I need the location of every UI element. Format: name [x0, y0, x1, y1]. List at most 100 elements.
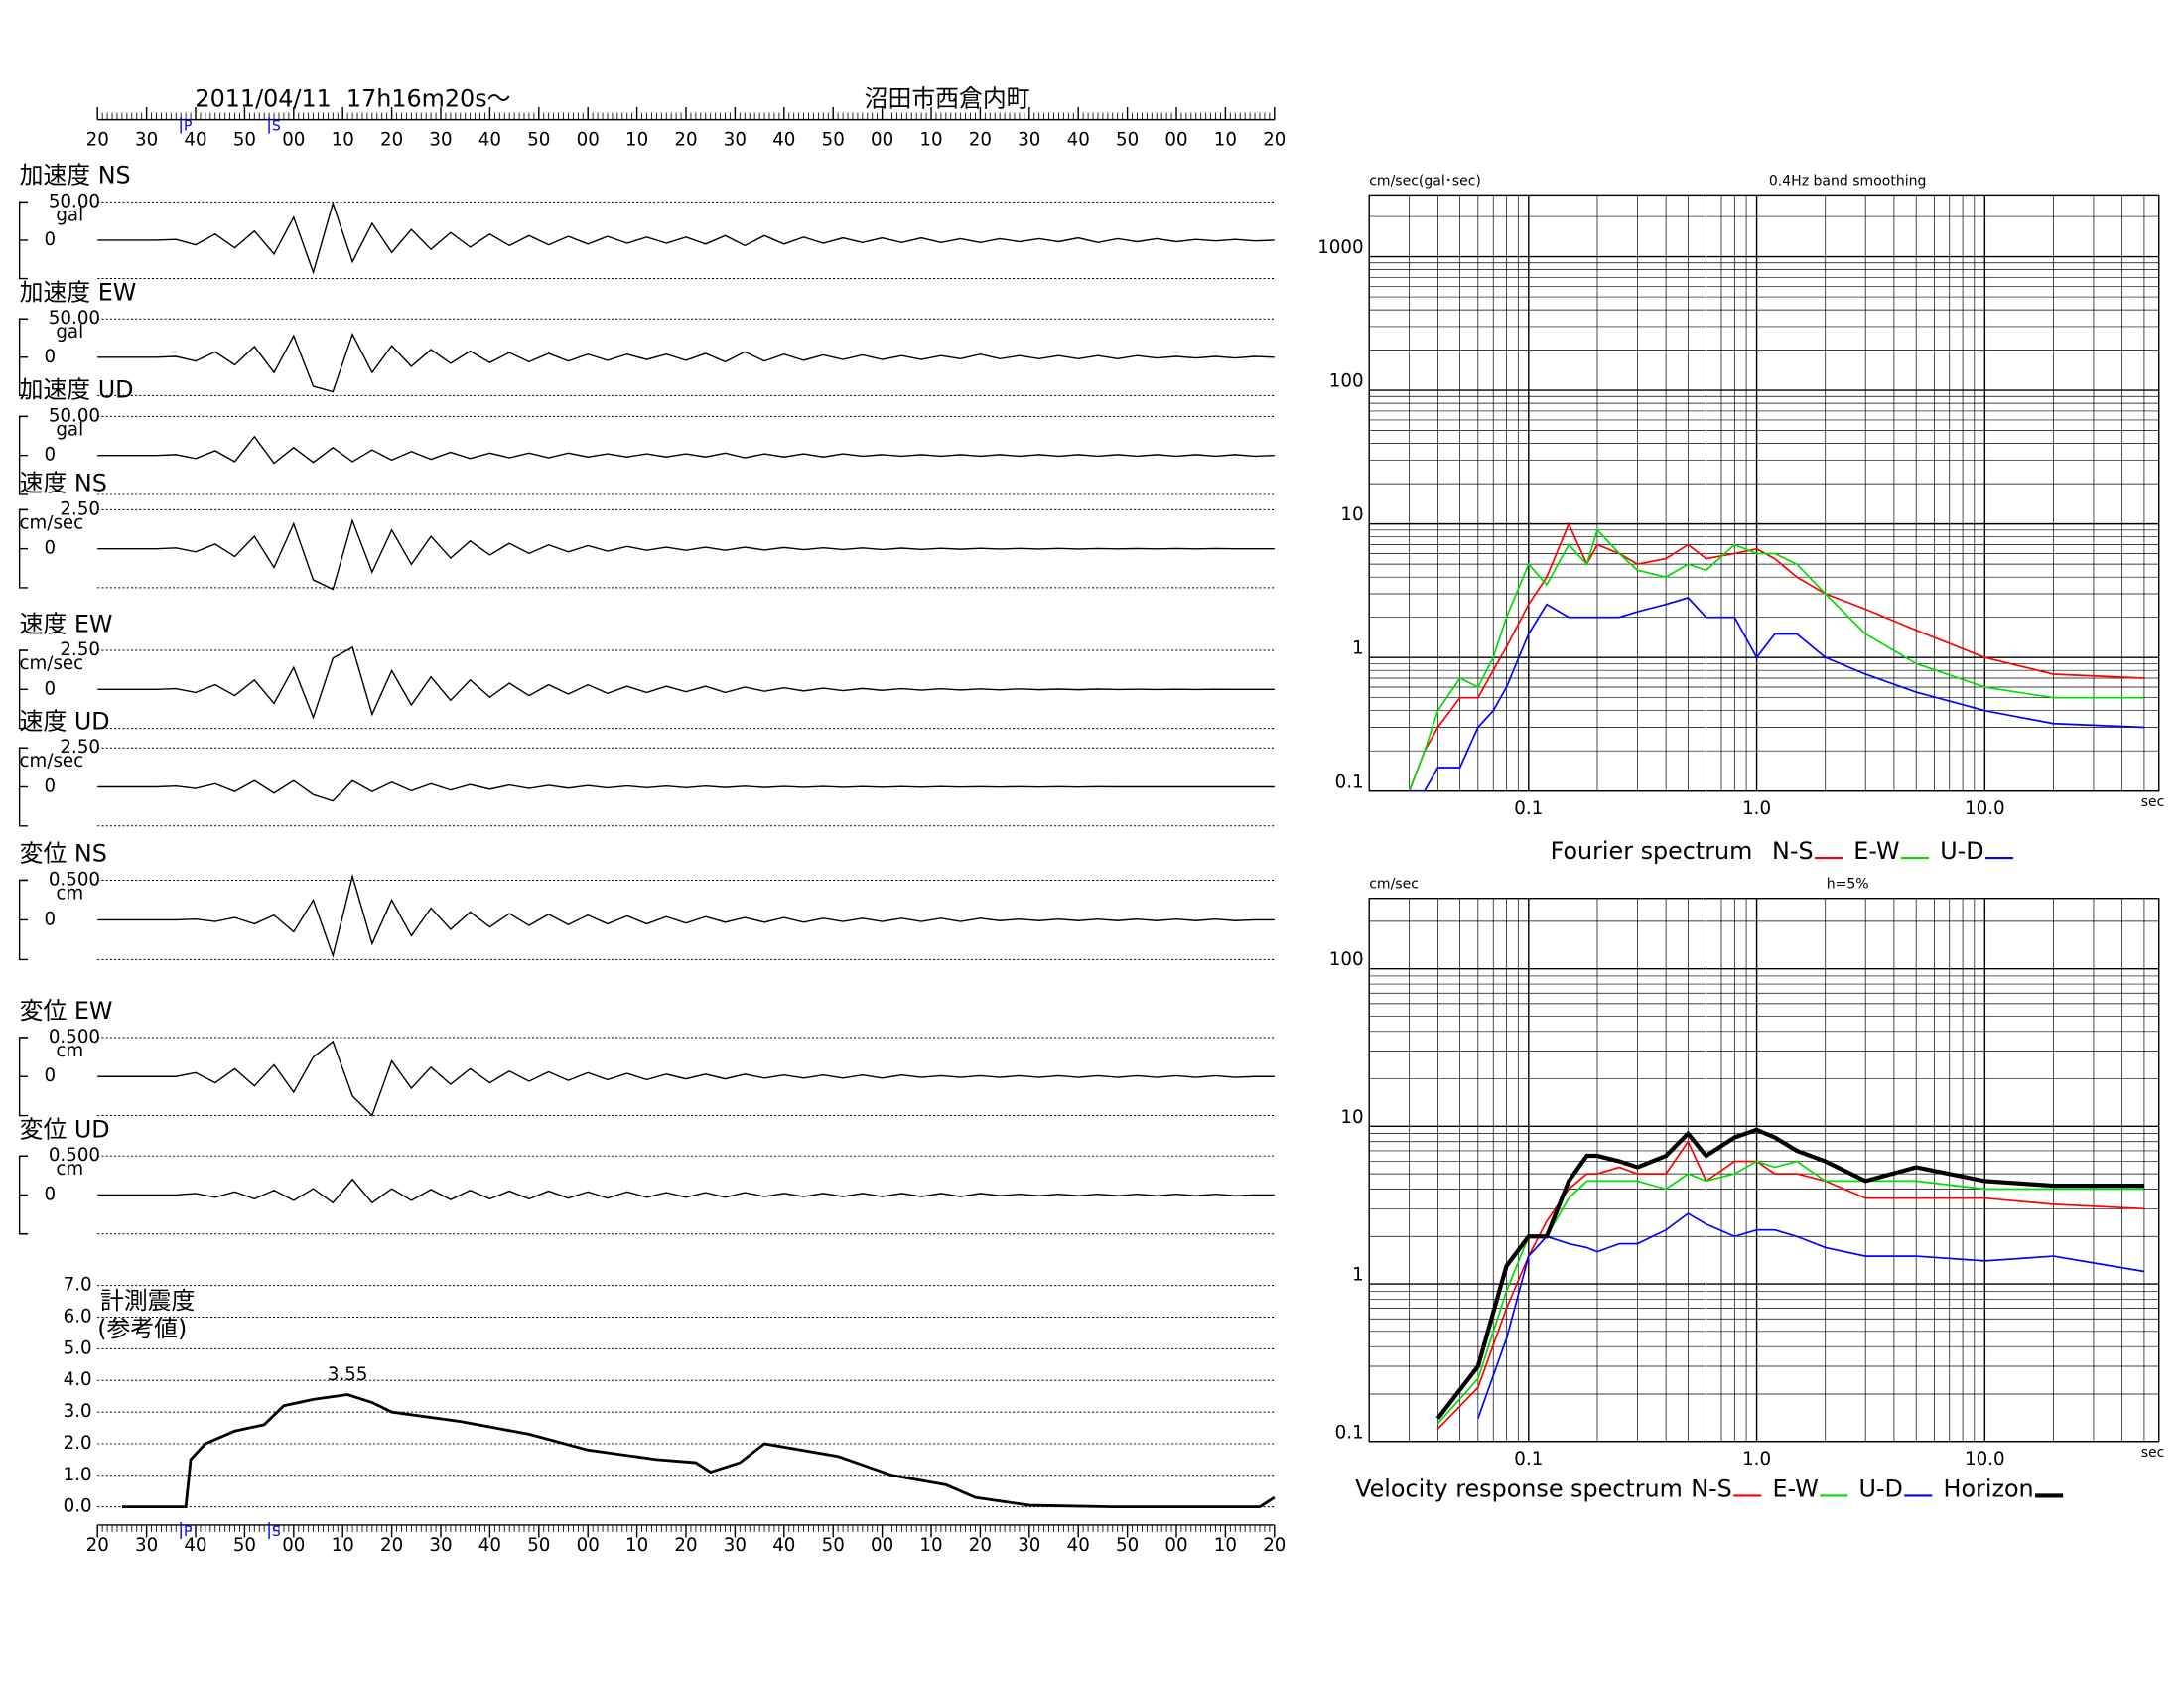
y-tick-label: 10	[1340, 1107, 1363, 1128]
phase-label: P	[184, 119, 192, 135]
x-tick-label: 20	[380, 1535, 403, 1556]
x-tick-label: 50	[822, 1535, 845, 1556]
y-tick-label: 0.1	[1335, 772, 1364, 792]
x-tick-label: 00	[871, 1535, 893, 1556]
x-tick-label: 40	[184, 130, 206, 151]
y-tick-label: 1	[1352, 638, 1364, 659]
trace-unit: cm/sec	[20, 512, 84, 533]
waveform	[97, 1178, 1275, 1204]
phase-label: S	[272, 119, 281, 135]
x-tick-label: 10	[919, 130, 942, 151]
y-label: 計測震度	[100, 1287, 195, 1315]
x-tick-label: 1.0	[1742, 798, 1771, 819]
x-tick-label: 50	[1116, 130, 1139, 151]
spectrum-line	[1408, 528, 2144, 791]
x-tick-label: 30	[429, 1535, 452, 1556]
y-tick-label: 0	[45, 229, 57, 250]
legend-label: U-D	[1940, 837, 1983, 865]
x-tick-label: 20	[86, 130, 109, 151]
x-tick-label: 30	[135, 1535, 158, 1556]
y-tick-label: 50.00	[49, 405, 100, 426]
x-tick-label: 10	[919, 1535, 942, 1556]
y-tick-label: 1.0	[64, 1465, 92, 1485]
trace-unit: cm	[56, 883, 83, 904]
y-tick-label: 0	[45, 909, 57, 929]
x-tick-label: 30	[724, 1535, 747, 1556]
x-tick-label: 50	[527, 130, 550, 151]
trace-name: 変位 EW	[20, 997, 113, 1025]
x-tick-label: 0.1	[1514, 1449, 1543, 1470]
record-title: 2011/04/11 17h16m20s～	[195, 84, 510, 112]
waveform	[97, 518, 1275, 591]
spectrum-line	[1409, 597, 2144, 791]
phase-label: P	[184, 1524, 192, 1540]
waveform	[97, 873, 1275, 958]
x-unit: sec	[2141, 1445, 2165, 1461]
trace-unit: cm	[56, 1041, 83, 1061]
phase-label: S	[272, 1524, 281, 1540]
trace-name: 加速度 EW	[20, 278, 137, 306]
y-tick-label: 0	[45, 1065, 57, 1086]
x-tick-label: 20	[1263, 130, 1286, 151]
x-tick-label: 40	[1067, 130, 1090, 151]
intensity-line	[121, 1393, 1276, 1509]
trace-name: 速度 NS	[20, 470, 107, 497]
x-tick-label: 50	[233, 130, 256, 151]
legend-label: Horizon	[1944, 1475, 2034, 1502]
y-tick-label: 0	[45, 1184, 57, 1204]
waveform	[97, 645, 1275, 720]
trace-name: 加速度 NS	[20, 162, 131, 190]
y-tick-label: 0	[45, 678, 57, 699]
trace-unit: gal	[56, 205, 83, 225]
x-tick-label: 40	[1067, 1535, 1090, 1556]
y-tick-label: 50.00	[49, 191, 100, 211]
spectrum-line	[1408, 521, 2144, 791]
trace-unit: gal	[56, 322, 83, 343]
y-tick-label: 100	[1329, 371, 1364, 392]
x-tick-label: 00	[871, 130, 893, 151]
x-tick-label: 40	[478, 1535, 501, 1556]
x-tick-label: 40	[772, 130, 795, 151]
chart-title: h=5%	[1827, 877, 1869, 893]
x-tick-label: 00	[577, 130, 600, 151]
x-tick-label: 10	[332, 130, 354, 151]
y-tick-label: 0	[45, 347, 57, 367]
y-tick-label: 0.0	[64, 1496, 92, 1517]
trace-name: 速度 UD	[20, 707, 110, 735]
y-tick-label: 100	[1329, 949, 1364, 970]
x-tick-label: 20	[1263, 1535, 1286, 1556]
x-tick-label: 10	[1214, 1535, 1237, 1556]
trace-name: 加速度 UD	[20, 376, 134, 404]
waveform	[97, 1040, 1275, 1117]
trace-unit: cm/sec	[20, 751, 84, 772]
y-tick-label: 0.500	[49, 1145, 100, 1166]
spectrum-line	[1436, 1140, 2144, 1430]
x-tick-label: 20	[86, 1535, 109, 1556]
chart-caption: Velocity response spectrum	[1355, 1475, 1683, 1502]
x-tick-label: 00	[282, 1535, 305, 1556]
y-tick-label: 6.0	[64, 1306, 92, 1327]
y-tick-label: 2.0	[64, 1433, 92, 1454]
x-tick-label: 1.0	[1742, 1449, 1771, 1470]
x-tick-label: 10	[625, 1535, 648, 1556]
y-tick-label: 3.0	[64, 1401, 92, 1422]
x-tick-label: 50	[822, 130, 845, 151]
x-tick-label: 40	[184, 1535, 206, 1556]
y-tick-label: 0	[45, 775, 57, 796]
x-tick-label: 10	[1214, 130, 1237, 151]
x-tick-label: 00	[1164, 1535, 1187, 1556]
trace-unit: gal	[56, 419, 83, 440]
x-tick-label: 30	[1018, 1535, 1040, 1556]
legend-label: N-S	[1772, 837, 1814, 865]
x-tick-label: 20	[969, 1535, 992, 1556]
peak-label: 3.55	[328, 1364, 368, 1385]
y-tick-label: 1	[1352, 1265, 1364, 1286]
y-tick-label: 4.0	[64, 1369, 92, 1390]
x-tick-label: 40	[478, 130, 501, 151]
x-tick-label: 10	[625, 130, 648, 151]
x-tick-label: 0.1	[1514, 798, 1543, 819]
spectrum-line	[1436, 1160, 2144, 1425]
spectrum-line	[1477, 1212, 2145, 1419]
